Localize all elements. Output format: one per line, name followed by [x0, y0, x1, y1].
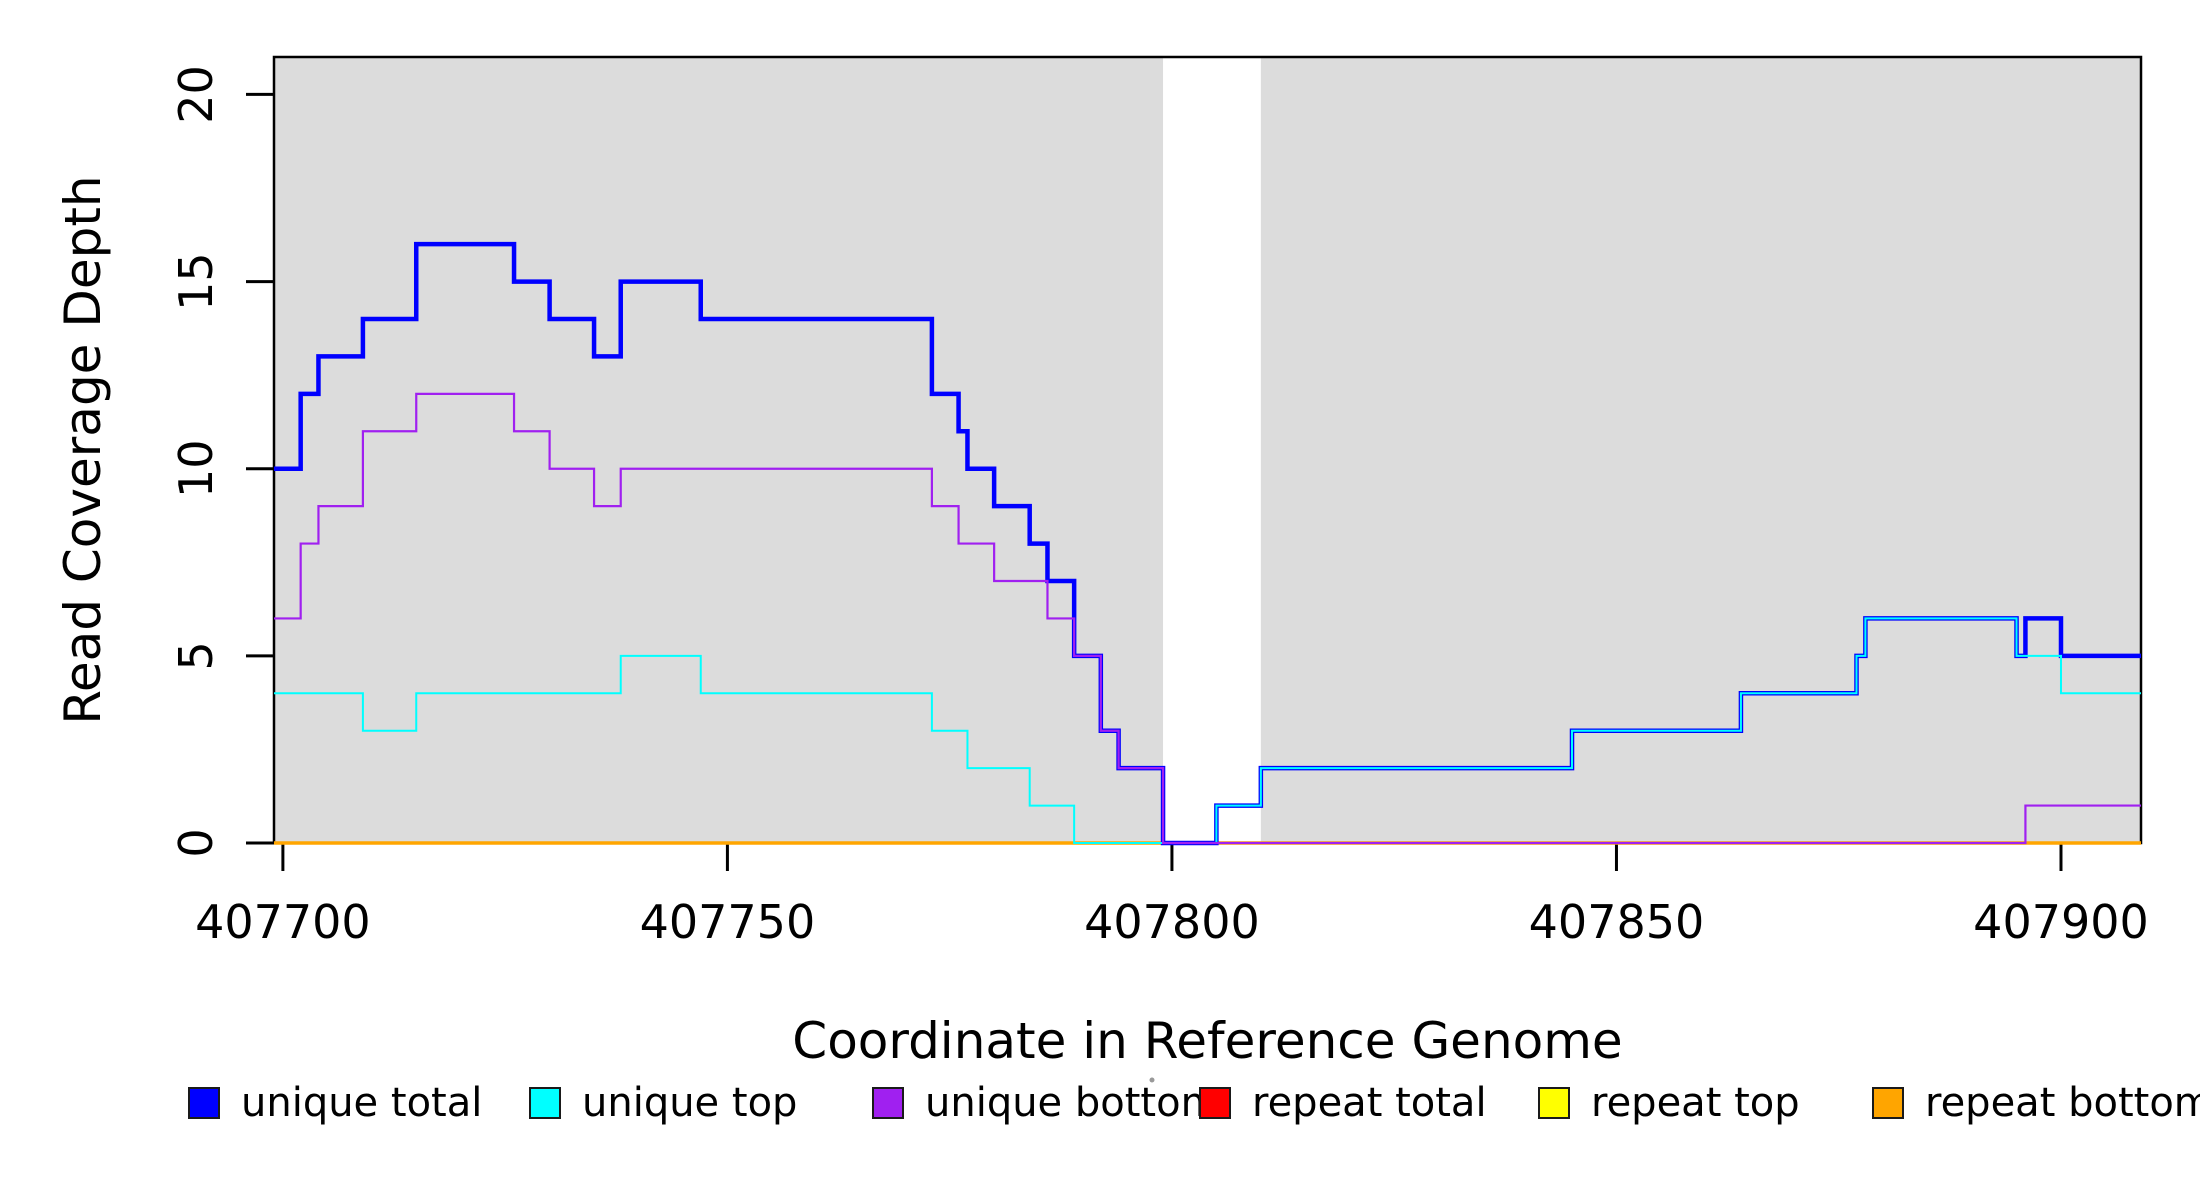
x-tick-label: 407900: [1973, 895, 2149, 949]
legend-label-unique-total: unique total: [241, 1080, 482, 1126]
legend-swatch-unique-bottom: [872, 1087, 904, 1119]
legend-label-unique-bottom: unique bottom: [925, 1080, 1220, 1126]
legend-swatch-repeat-bottom: [1872, 1087, 1904, 1119]
legend-swatch-repeat-top: [1538, 1087, 1570, 1119]
legend-item-repeat-top: repeat top: [1538, 1080, 1800, 1126]
x-tick-label: 407750: [640, 895, 816, 949]
shaded-region-0: [274, 57, 1164, 843]
legend-item-repeat-bottom: repeat bottom: [1872, 1080, 2200, 1126]
y-tick-label: 20: [169, 65, 223, 124]
legend-item-unique-total: unique total: [188, 1080, 482, 1126]
legend-item-repeat-total: repeat total: [1199, 1080, 1487, 1126]
stray-dot: [1149, 1077, 1155, 1083]
legend-label-unique-top: unique top: [582, 1080, 797, 1126]
y-tick-label: 10: [169, 439, 223, 498]
legend-item-unique-bottom: unique bottom: [872, 1080, 1220, 1126]
y-tick-label: 0: [169, 828, 223, 857]
y-tick-label: 5: [169, 641, 223, 670]
series-line-unique-bottom: [274, 392, 2141, 845]
shaded-region-1: [1260, 57, 2141, 843]
legend-swatch-repeat-total: [1199, 1087, 1231, 1119]
legend-swatch-unique-total: [188, 1087, 220, 1119]
legend-label-repeat-total: repeat total: [1252, 1080, 1487, 1126]
legend-label-repeat-top: repeat top: [1591, 1080, 1800, 1126]
x-tick-label: 407700: [195, 895, 371, 949]
y-tick-label: 15: [169, 252, 223, 311]
legend-swatch-unique-top: [529, 1087, 561, 1119]
x-tick-label: 407850: [1529, 895, 1705, 949]
legend-item-unique-top: unique top: [529, 1080, 797, 1126]
series-line-unique-top: [274, 617, 2141, 844]
x-axis-title: Coordinate in Reference Genome: [792, 1012, 1622, 1070]
legend-label-repeat-bottom: repeat bottom: [1925, 1080, 2200, 1126]
x-tick-label: 407800: [1084, 895, 1260, 949]
y-axis-title: Read Coverage Depth: [54, 175, 112, 724]
